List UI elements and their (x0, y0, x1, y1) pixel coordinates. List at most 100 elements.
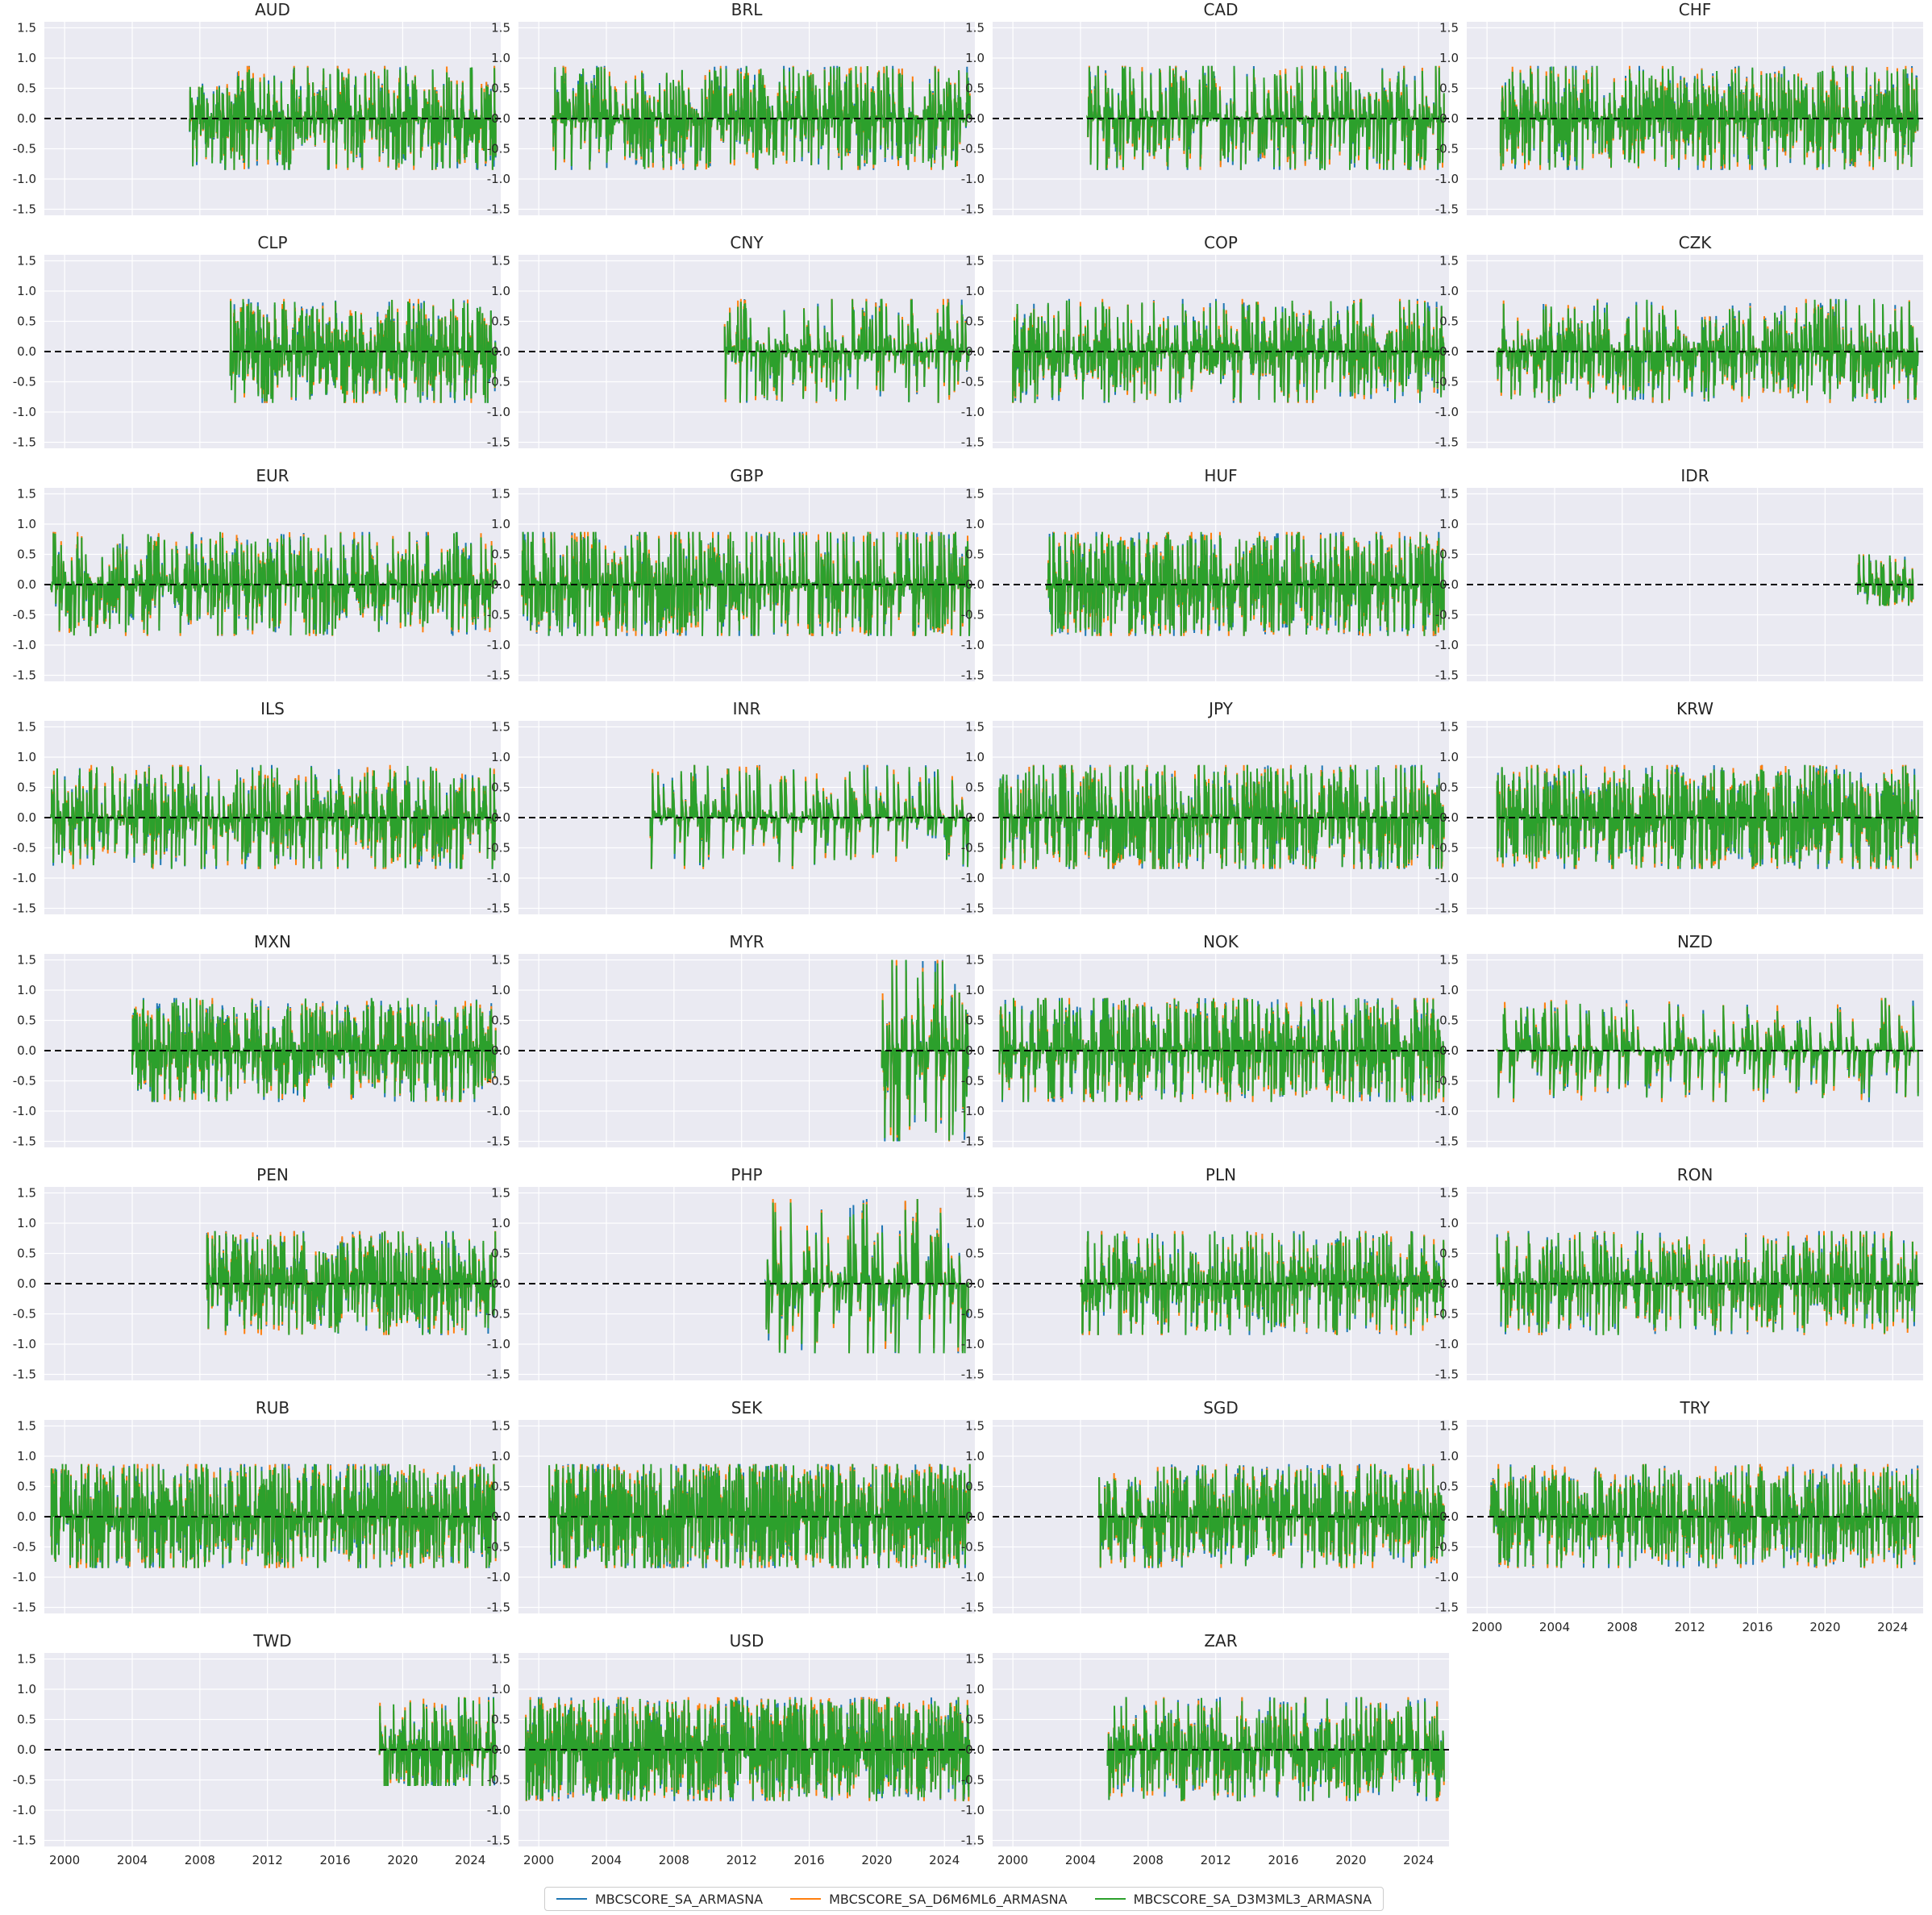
y-tick-label: 1.0 (491, 284, 510, 298)
y-tick-label: 0.0 (1439, 577, 1459, 592)
y-tick-label: 1.0 (491, 51, 510, 65)
y-tick-label: 0.0 (17, 111, 36, 126)
series-line-3 (524, 1696, 971, 1801)
y-tick-label: -0.5 (13, 1307, 36, 1322)
y-tick-label: 1.5 (1439, 487, 1459, 502)
x-tick-label: 2004 (1539, 1620, 1570, 1634)
y-tick-label: -1.5 (487, 1834, 510, 1848)
panel-title: MYR (729, 932, 764, 951)
y-tick-label: 0.5 (965, 314, 985, 329)
y-tick-label: 0.0 (491, 577, 510, 592)
panel-title: CAD (1203, 0, 1238, 19)
y-tick-label: 1.5 (17, 21, 36, 35)
y-tick-label: 1.5 (491, 1419, 510, 1434)
y-tick-label: 1.5 (491, 720, 510, 735)
panel-title: INR (733, 699, 761, 718)
y-tick-label: -0.5 (961, 1074, 985, 1089)
y-tick-label: 0.0 (965, 1742, 985, 1757)
y-tick-label: -0.5 (487, 1540, 510, 1555)
panel-cop: -1.5 -1.0 -0.5 0.0 0.5 1.0 1.5 COP (961, 233, 1449, 450)
y-tick-label: -1.5 (961, 1134, 985, 1149)
y-tick-label: -1.0 (13, 1104, 36, 1118)
y-tick-label: 1.0 (965, 1449, 985, 1463)
y-tick-label: -0.5 (13, 142, 36, 156)
y-tick-label: -0.5 (487, 142, 510, 156)
panel-inr: -1.5 -1.0 -0.5 0.0 0.5 1.0 1.5 INR (487, 699, 975, 916)
panel-title: PLN (1205, 1165, 1236, 1184)
y-tick-label: -1.5 (13, 1601, 36, 1615)
panel-title: HUF (1204, 466, 1237, 485)
y-tick-label: 1.5 (965, 21, 985, 35)
y-tick-label: 0.5 (17, 781, 36, 795)
y-tick-label: -1.5 (961, 1834, 985, 1848)
x-tick-label: 2000 (997, 1853, 1028, 1867)
y-tick-label: -1.0 (13, 871, 36, 885)
panel-cny: -1.5 -1.0 -0.5 0.0 0.5 1.0 1.5 CNY (487, 233, 975, 450)
y-tick-label: -1.0 (961, 871, 985, 885)
y-tick-label: 0.0 (1439, 1509, 1459, 1524)
x-tick-label: 2012 (252, 1853, 283, 1867)
y-tick-label: 0.0 (965, 111, 985, 126)
y-tick-label: -1.5 (13, 1134, 36, 1149)
y-tick-label: -0.5 (13, 1074, 36, 1089)
y-tick-label: -1.0 (961, 638, 985, 652)
y-tick-label: -0.5 (1435, 841, 1459, 856)
y-tick-label: 1.5 (1439, 720, 1459, 735)
panel-title: RUB (256, 1398, 289, 1418)
y-tick-label: -1.5 (13, 1834, 36, 1848)
y-tick-label: 1.0 (1439, 284, 1459, 298)
y-tick-label: 1.0 (965, 517, 985, 531)
y-tick-label: 0.5 (17, 1480, 36, 1494)
legend-swatch-series-2 (790, 1898, 822, 1900)
y-tick-label: 1.5 (491, 953, 510, 968)
y-tick-label: 0.5 (17, 547, 36, 562)
x-tick-label: 2004 (591, 1853, 622, 1867)
y-tick-label: -0.5 (13, 841, 36, 856)
series-line-3 (50, 1463, 497, 1568)
y-tick-label: 0.5 (491, 81, 510, 96)
x-tick-label: 2008 (1133, 1853, 1164, 1867)
y-tick-label: 0.5 (491, 547, 510, 562)
y-tick-label: -0.5 (961, 1307, 985, 1322)
x-tick-label: 2004 (1065, 1853, 1096, 1867)
y-tick-label: -1.5 (961, 668, 985, 683)
y-tick-label: 1.5 (17, 720, 36, 735)
y-tick-label: 1.5 (491, 21, 510, 35)
series-line-3 (50, 531, 497, 636)
y-tick-label: -1.0 (961, 1337, 985, 1351)
panel-idr: -1.5 -1.0 -0.5 0.0 0.5 1.0 1.5 IDR (1435, 466, 1923, 683)
x-tick-label: 2016 (793, 1853, 824, 1867)
y-tick-label: 0.5 (965, 1014, 985, 1028)
series-line-3 (1080, 1230, 1445, 1335)
y-tick-label: -1.5 (487, 435, 510, 450)
y-tick-label: 0.0 (491, 810, 510, 825)
y-tick-label: -1.0 (1435, 172, 1459, 186)
y-tick-label: 1.5 (17, 254, 36, 269)
y-tick-label: -1.0 (487, 1104, 510, 1118)
y-tick-label: 0.0 (965, 1276, 985, 1291)
series-line-3 (548, 1463, 971, 1568)
y-tick-label: 1.0 (491, 517, 510, 531)
y-tick-label: 1.0 (965, 750, 985, 764)
y-tick-label: 1.0 (965, 1682, 985, 1696)
y-tick-label: -0.5 (1435, 608, 1459, 622)
y-tick-label: -1.5 (961, 202, 985, 217)
y-tick-label: 0.0 (491, 111, 510, 126)
x-tick-label: 2016 (319, 1853, 350, 1867)
y-tick-label: -1.5 (1435, 1601, 1459, 1615)
y-tick-label: -1.5 (13, 202, 36, 217)
x-tick-label: 2020 (1809, 1620, 1840, 1634)
x-tick-label: 2008 (185, 1853, 215, 1867)
y-tick-label: -0.5 (1435, 1074, 1459, 1089)
series-line-3 (1856, 554, 1914, 606)
series-line-3 (764, 1198, 969, 1354)
x-tick-label: 2012 (1675, 1620, 1705, 1634)
x-tick-label: 2024 (1877, 1620, 1908, 1634)
y-tick-label: -1.5 (961, 901, 985, 916)
y-tick-label: 1.5 (17, 1419, 36, 1434)
y-tick-label: 1.0 (491, 983, 510, 997)
y-tick-label: -0.5 (13, 1540, 36, 1555)
panel-krw: -1.5 -1.0 -0.5 0.0 0.5 1.0 1.5 KRW (1435, 699, 1923, 916)
y-tick-label: 1.5 (1439, 953, 1459, 968)
panel-twd: -1.5 -1.0 -0.5 0.0 0.5 1.0 1.5 2000 2004 2008 2012… (13, 1631, 501, 1867)
